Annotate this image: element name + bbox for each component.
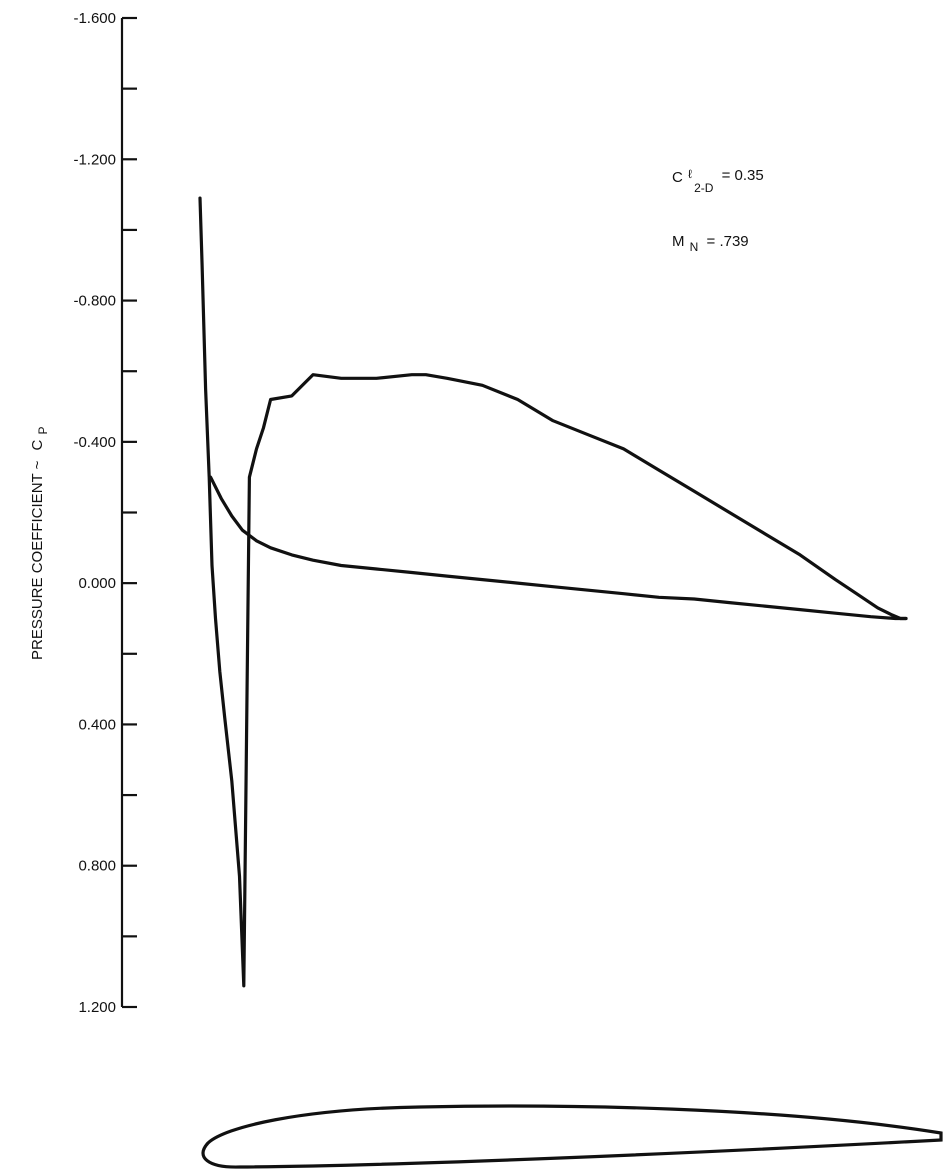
cp-curve-upper-surface [198,196,908,988]
y-tick-label: -0.400 [73,434,116,451]
y-axis-title: PRESSURE COEFFICIENT ~ C P [29,426,50,660]
lift-coefficient-annotation: C ℓ 2-D = 0.35 [672,165,764,196]
cp-curve-lower-surface [209,475,908,621]
y-tick-label: 0.000 [78,575,116,592]
y-tick-label: 0.400 [78,716,116,733]
y-tick-label: -0.800 [73,293,116,310]
y-tick-label: 0.800 [78,858,116,875]
y-tick-label: -1.600 [73,10,116,27]
y-axis-ticks: -1.600 -1.200 -0.800 -0.400 0.000 0.400 0.800 1… [73,10,137,1016]
airfoil-profile [201,1104,943,1169]
y-tick-label: 1.200 [78,999,116,1016]
y-tick-label: -1.200 [73,151,116,168]
series-group [198,196,908,988]
mach-number-annotation: M N = .739 [672,233,749,255]
